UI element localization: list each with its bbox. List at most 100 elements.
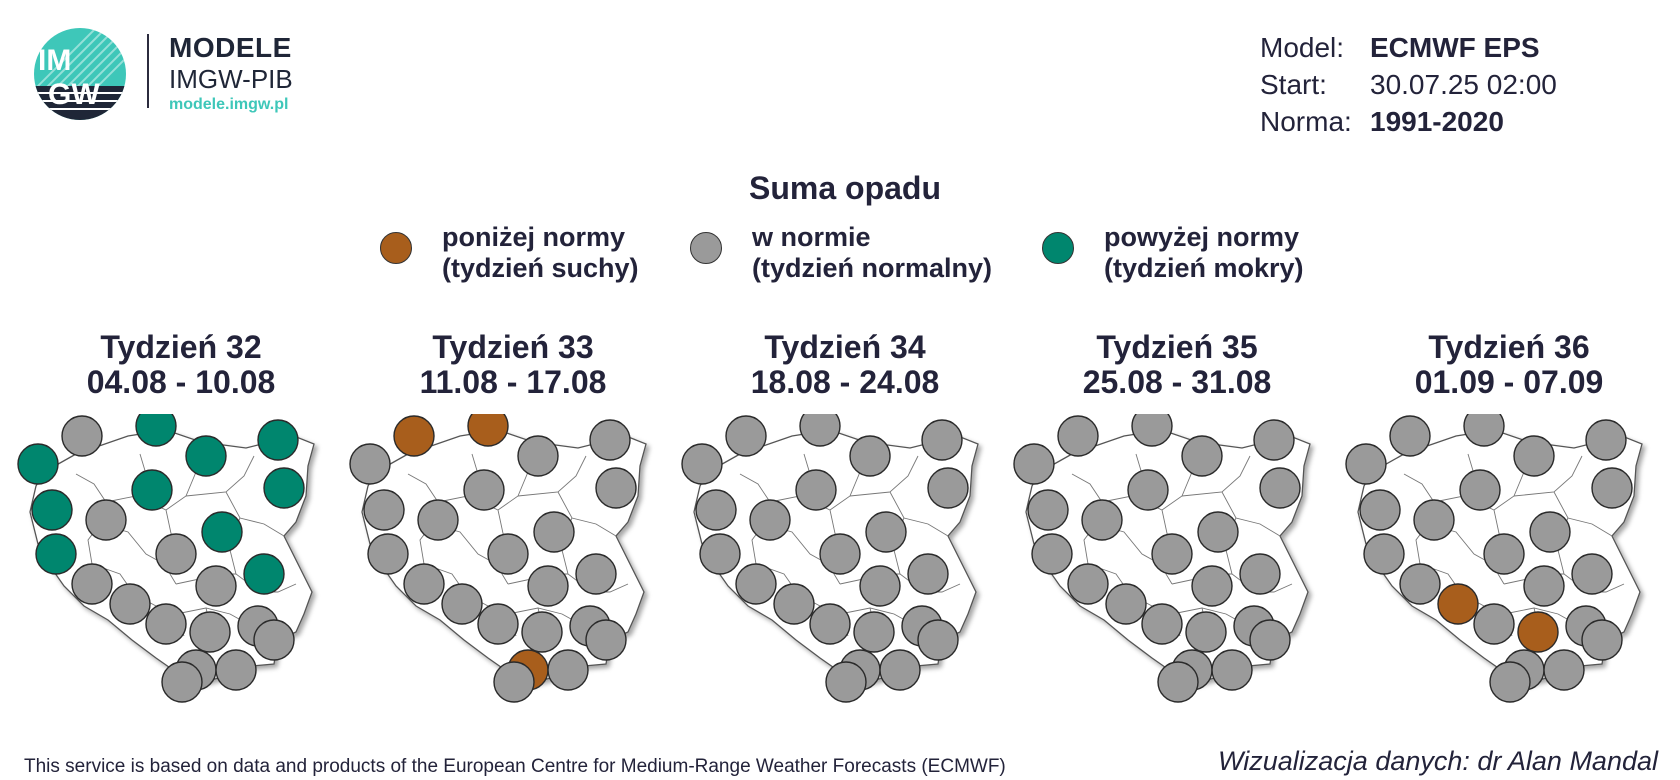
station-marker-normal	[349, 443, 391, 485]
station-marker-above	[243, 553, 285, 595]
station-marker-above	[257, 419, 299, 461]
station-marker-normal	[1081, 499, 1123, 541]
station-marker-normal	[1191, 565, 1233, 607]
week-heading: Tydzień 36 01.09 - 07.09	[1344, 330, 1674, 400]
station-marker-normal	[1389, 415, 1431, 457]
week-panel: Tydzień 35 25.08 - 31.08	[1012, 330, 1342, 730]
legend-above-line2: (tydzień mokry)	[1104, 253, 1304, 283]
station-marker-normal	[1359, 489, 1401, 531]
station-marker-normal	[1013, 443, 1055, 485]
station-marker-normal	[809, 603, 851, 645]
meta-model-row: Model: ECMWF EPS	[1260, 32, 1557, 69]
station-marker-normal	[1543, 649, 1585, 691]
legend-dot-normal	[690, 232, 722, 264]
station-marker-normal	[1151, 533, 1193, 575]
station-marker-normal	[1345, 443, 1387, 485]
station-marker-normal	[1363, 533, 1405, 575]
week-dates: 04.08 - 10.08	[86, 364, 276, 400]
station-marker-normal	[1591, 467, 1633, 509]
station-marker-above	[135, 414, 177, 447]
station-marker-normal	[1581, 619, 1623, 661]
station-marker-normal	[517, 435, 559, 477]
station-marker-normal	[1127, 469, 1169, 511]
station-marker-normal	[921, 419, 963, 461]
voivodeship-border	[889, 491, 949, 537]
week-panel: Tydzień 34 18.08 - 24.08	[680, 330, 1010, 730]
station-marker-normal	[681, 443, 723, 485]
station-marker-above	[17, 443, 59, 485]
station-marker-normal	[527, 565, 569, 607]
station-marker-above	[31, 489, 73, 531]
week-heading: Tydzień 33 11.08 - 17.08	[348, 330, 678, 400]
voivodeship-border	[557, 491, 617, 537]
station-marker-normal	[907, 553, 949, 595]
station-marker-normal	[363, 489, 405, 531]
week-dates: 11.08 - 17.08	[419, 364, 607, 400]
station-marker-above	[185, 435, 227, 477]
station-marker-normal	[865, 511, 907, 553]
station-marker-normal	[1571, 553, 1613, 595]
station-marker-normal	[1529, 511, 1571, 553]
station-marker-normal	[463, 469, 505, 511]
voivodeship-border	[185, 455, 255, 497]
station-marker-normal	[71, 563, 113, 605]
station-marker-normal	[1141, 603, 1183, 645]
station-marker-normal	[493, 661, 535, 703]
legend-text-normal: w normie (tydzień normalny)	[752, 222, 992, 284]
station-marker-normal	[161, 661, 203, 703]
station-marker-normal	[403, 563, 445, 605]
legend-text-below: poniżej normy (tydzień suchy)	[442, 222, 639, 284]
station-marker-normal	[849, 435, 891, 477]
station-marker-below	[1517, 611, 1559, 653]
voivodeship-border	[517, 455, 587, 497]
station-marker-normal	[195, 565, 237, 607]
station-marker-above	[201, 511, 243, 553]
station-marker-normal	[1027, 489, 1069, 531]
logo-title: MODELE	[169, 32, 292, 63]
footer-attribution: This service is based on data and produc…	[24, 756, 1006, 777]
station-marker-normal	[575, 553, 617, 595]
logo-url[interactable]: modele.imgw.pl	[169, 96, 289, 113]
station-marker-normal	[155, 533, 197, 575]
week-label: Tydzień 35	[1096, 329, 1258, 365]
legend-normal-line2: (tydzień normalny)	[752, 253, 993, 283]
station-marker-normal	[253, 619, 295, 661]
footer-credit: Wizualizacja danych: dr Alan Mandal	[1218, 746, 1658, 776]
station-marker-normal	[859, 565, 901, 607]
station-marker-normal	[1239, 553, 1281, 595]
week-label: Tydzień 32	[100, 329, 262, 365]
week-panel: Tydzień 33 11.08 - 17.08	[348, 330, 678, 730]
logo-divider	[147, 34, 149, 108]
poland-map	[349, 414, 647, 703]
station-marker-below	[1437, 583, 1479, 625]
week-label: Tydzień 34	[764, 329, 926, 365]
legend-dot-below	[380, 232, 412, 264]
station-marker-normal	[1057, 415, 1099, 457]
station-marker-normal	[927, 467, 969, 509]
station-marker-normal	[917, 619, 959, 661]
station-marker-normal	[215, 649, 257, 691]
meta-start-label: Start:	[1260, 69, 1327, 100]
station-marker-normal	[725, 415, 767, 457]
station-marker-normal	[1131, 414, 1173, 447]
station-marker-normal	[589, 419, 631, 461]
legend-text-above: powyżej normy (tydzień mokry)	[1104, 222, 1304, 284]
station-marker-above	[263, 467, 305, 509]
station-marker-below	[393, 415, 435, 457]
station-marker-normal	[1473, 603, 1515, 645]
station-marker-normal	[1105, 583, 1147, 625]
station-marker-above	[35, 533, 77, 575]
logo-mark-top: IM	[38, 44, 71, 77]
meta-start-value: 30.07.25 02:00	[1370, 69, 1557, 100]
legend-below-line1: poniżej normy	[442, 222, 626, 252]
legend-dot-above	[1042, 232, 1074, 264]
week-dates: 01.09 - 07.09	[1414, 364, 1604, 400]
meta-norma-label: Norma:	[1260, 106, 1352, 137]
station-marker-normal	[1413, 499, 1455, 541]
station-marker-normal	[521, 611, 563, 653]
station-marker-normal	[819, 533, 861, 575]
station-marker-normal	[585, 619, 627, 661]
week-dates: 25.08 - 31.08	[1082, 364, 1272, 400]
week-label: Tydzień 36	[1428, 329, 1590, 365]
station-marker-normal	[477, 603, 519, 645]
